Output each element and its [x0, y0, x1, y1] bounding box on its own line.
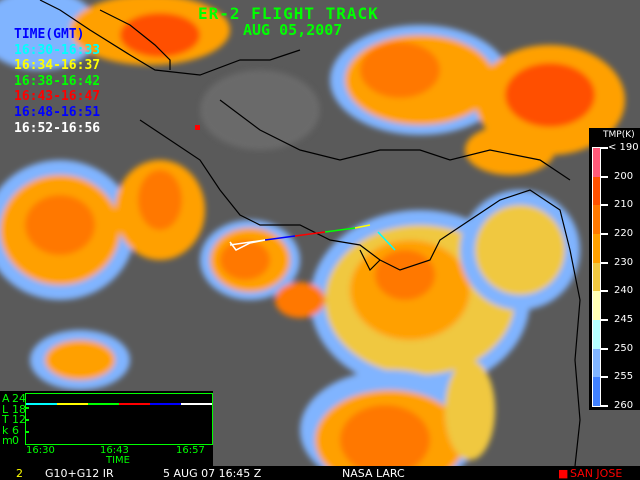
legend-heading: TIME(GMT) — [14, 27, 85, 42]
colorbar-tick — [600, 147, 608, 149]
colorbar-segment — [593, 377, 600, 407]
y-tick-label: 18 — [12, 402, 26, 416]
colorbar-tick — [600, 175, 608, 178]
legend-item: 16:43-16:47 — [14, 89, 101, 105]
colorbar-tick — [600, 261, 608, 264]
colorbar-label: 245 — [614, 314, 634, 325]
colorbar-label: 230 — [614, 256, 634, 268]
flight-track — [229, 224, 396, 251]
colorbar-title: TMP(K) — [603, 130, 635, 140]
y-axis-label-letter: m — [2, 434, 13, 447]
colorbar-label: 220 — [614, 228, 634, 239]
datetime-label: 5 AUG 07 16:45 Z — [163, 467, 262, 480]
altitude-plot-area — [25, 393, 213, 445]
y-tick-label: 24 — [12, 392, 26, 405]
x-tick-label: 16:43 — [100, 445, 129, 456]
colorbar-segment — [593, 176, 600, 206]
colorbar-tick — [600, 290, 608, 293]
colorbar-segment — [593, 291, 600, 321]
colorbar-label: 250 — [614, 342, 634, 354]
colorbar-label: 200 — [614, 170, 634, 182]
colorbar-label: 240 — [614, 285, 634, 297]
colorbar-segment — [593, 320, 600, 350]
location-marker — [195, 125, 200, 130]
x-tick-label: 16:57 — [176, 445, 205, 456]
colorbar-tick — [600, 319, 608, 321]
map-date: AUG 05,2007 — [243, 21, 343, 39]
colorbar-tick — [600, 347, 608, 350]
status-bar: 2 G10+G12 IR 5 AUG 07 16:45 Z NASA LARC … — [0, 466, 640, 480]
colorbar-segment — [593, 262, 600, 292]
y-axis-label-letter: A — [2, 392, 10, 405]
marker-legend-label: SAN JOSE — [570, 467, 623, 480]
marker-legend-icon: ■ — [558, 467, 569, 480]
colorbar-label: < 190 — [608, 142, 639, 153]
frame-number: 2 — [16, 467, 23, 480]
y-tick-label: 6 — [12, 423, 19, 437]
colorbar-tick — [600, 204, 608, 207]
colorbar-label: 210 — [614, 199, 634, 211]
y-axis-label-letter: k — [2, 423, 9, 437]
y-tick — [26, 419, 29, 421]
x-axis-label: TIME — [106, 455, 131, 466]
time-legend: TIME(GMT) 16:30-16:33 16:34-16:37 16:38-… — [14, 27, 100, 136]
x-tick-label: 16:30 — [26, 445, 55, 456]
colorbar-tick — [600, 233, 608, 235]
legend-item: 16:38-16:42 — [14, 73, 101, 89]
colorbar-tick — [600, 376, 608, 379]
legend-item: 16:48-16:51 — [14, 104, 101, 120]
map-title: ER-2 FLIGHT TRACK — [198, 4, 379, 23]
colorbar-segment — [593, 205, 600, 235]
y-tick — [26, 431, 29, 433]
source-label: NASA LARC — [342, 467, 405, 480]
legend-item: 16:52-16:56 — [14, 120, 101, 136]
colorbar-segment — [593, 348, 600, 378]
y-axis-label-letter: L — [2, 402, 9, 416]
y-axis-label-letter: T — [2, 413, 9, 426]
colorbar-segment — [593, 234, 600, 264]
colorbar-frame — [592, 147, 601, 407]
colorbar-label: 255 — [614, 371, 634, 383]
legend-item: 16:34-16:37 — [14, 58, 101, 74]
y-tick-label: 0 — [12, 434, 19, 447]
sensor-label: G10+G12 IR — [45, 467, 114, 480]
legend-item: 16:30-16:33 — [14, 42, 101, 58]
y-tick-label: 12 — [12, 413, 26, 426]
colorbar-segment — [593, 148, 600, 178]
y-tick — [26, 407, 29, 409]
coastlines — [39, 0, 581, 467]
temperature-colorbar: TMP(K) < 190 200 210 220 230 240 245 250 255 260 — [589, 128, 640, 411]
colorbar-tick — [600, 405, 608, 407]
colorbar-label: 260 — [614, 400, 634, 411]
